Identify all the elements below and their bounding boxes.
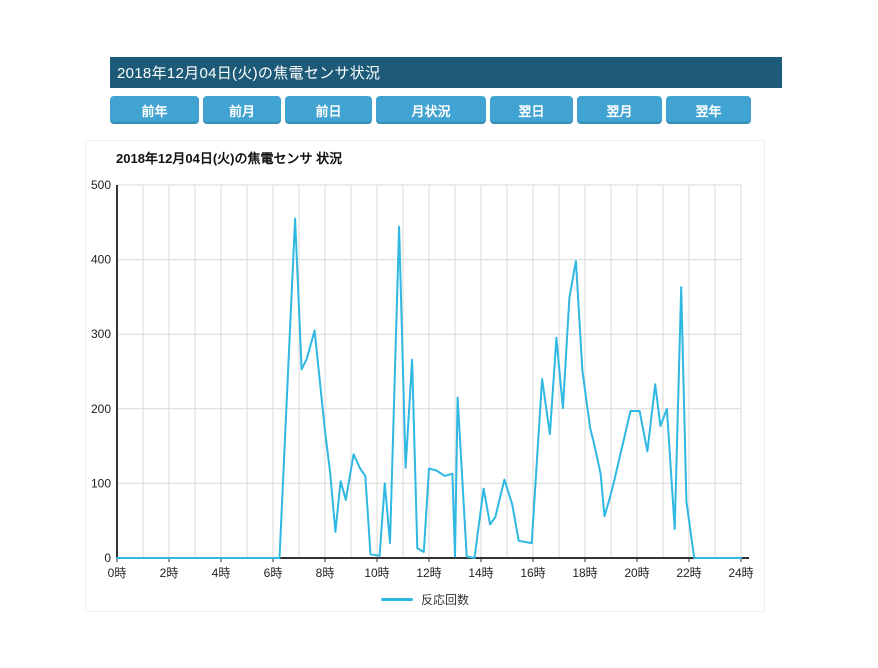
- svg-text:16時: 16時: [520, 566, 545, 580]
- svg-text:10時: 10時: [364, 566, 389, 580]
- chart-gridlines: [117, 184, 742, 558]
- svg-text:500: 500: [91, 178, 111, 192]
- svg-text:300: 300: [91, 327, 111, 341]
- nav-button-next-month[interactable]: 翌月: [577, 96, 662, 124]
- axis-tick-labels: 0時 2時 4時 6時 8時 10時 12時 14時 16時 18時 20時 22時 24時 0 100 20…: [91, 178, 754, 580]
- nav-bar: 前年 前月 前日 月状況 翌日 翌月 翌年: [110, 96, 751, 124]
- nav-button-month-status[interactable]: 月状況: [376, 96, 486, 124]
- nav-button-next-day[interactable]: 翌日: [490, 96, 573, 124]
- svg-text:8時: 8時: [316, 566, 335, 580]
- nav-button-prev-year[interactable]: 前年: [110, 96, 199, 124]
- chart-legend: 反応回数: [86, 589, 764, 609]
- chart-axes: [116, 185, 749, 562]
- svg-text:4時: 4時: [212, 566, 231, 580]
- svg-text:14時: 14時: [468, 566, 493, 580]
- svg-text:0時: 0時: [108, 566, 127, 580]
- svg-text:12時: 12時: [416, 566, 441, 580]
- sensor-chart-svg: 0時 2時 4時 6時 8時 10時 12時 14時 16時 18時 20時 22時 24時 0 100 20…: [91, 178, 754, 580]
- page-title: 2018年12月04日(火)の焦電センサ状況: [117, 65, 381, 82]
- nav-button-next-year[interactable]: 翌年: [666, 96, 751, 124]
- svg-text:20時: 20時: [624, 566, 649, 580]
- legend-line-swatch: [380, 597, 413, 601]
- svg-text:18時: 18時: [572, 566, 597, 580]
- sensor-line-series: [116, 217, 742, 559]
- chart-panel: 2018年12月04日(火)の焦電センサ 状況 0時 2時 4時 6時 8時 10時 12時…: [85, 140, 765, 612]
- svg-text:22時: 22時: [676, 566, 701, 580]
- page-header: 2018年12月04日(火)の焦電センサ状況: [110, 57, 782, 88]
- chart-title: 2018年12月04日(火)の焦電センサ 状況: [116, 151, 343, 166]
- svg-text:200: 200: [91, 402, 111, 416]
- svg-text:400: 400: [91, 253, 111, 267]
- svg-text:0: 0: [104, 551, 111, 565]
- svg-text:2時: 2時: [160, 566, 179, 580]
- svg-text:100: 100: [91, 476, 111, 490]
- nav-button-prev-day[interactable]: 前日: [285, 96, 372, 124]
- nav-button-prev-month[interactable]: 前月: [203, 96, 281, 124]
- svg-text:6時: 6時: [264, 566, 283, 580]
- svg-text:24時: 24時: [728, 566, 753, 580]
- legend-label: 反応回数: [420, 592, 469, 607]
